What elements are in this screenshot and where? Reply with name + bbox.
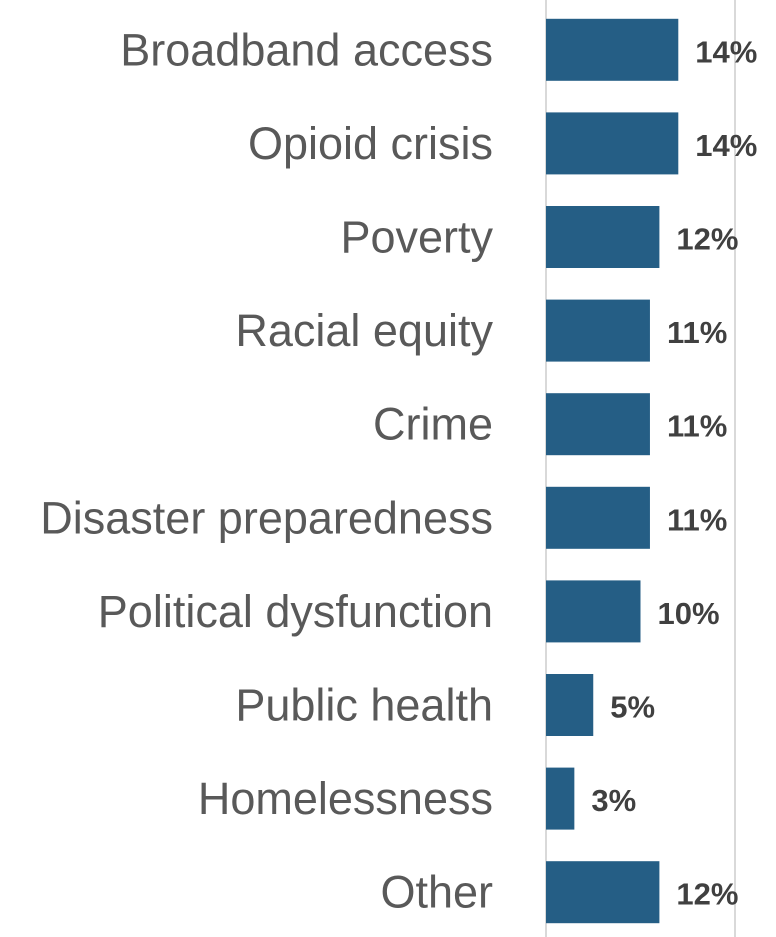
category-label: Homelessness — [198, 773, 493, 824]
category-label: Other — [380, 867, 493, 918]
bar — [546, 767, 575, 830]
value-label: 11% — [667, 502, 727, 537]
bar — [546, 580, 641, 643]
bar — [546, 393, 650, 456]
value-label: 11% — [667, 315, 727, 350]
category-label: Crime — [373, 399, 493, 450]
category-label: Political dysfunction — [98, 586, 493, 637]
bar — [546, 674, 594, 736]
value-labels: 14% 14% 12% 11% 11% 11% 10% 5% 3% 12% — [591, 34, 757, 911]
value-label: 12% — [676, 222, 738, 257]
category-label: Disaster preparedness — [40, 492, 493, 543]
bar — [546, 112, 679, 175]
category-label: Poverty — [340, 212, 493, 263]
bar — [546, 206, 660, 268]
category-labels: Broadband access Opioid crisis Poverty Raci… — [40, 24, 493, 917]
category-label: Racial equity — [235, 305, 493, 356]
value-label: 10% — [658, 596, 720, 631]
bar — [546, 486, 650, 549]
bar — [546, 18, 679, 81]
bar — [546, 861, 660, 924]
value-label: 3% — [591, 783, 636, 818]
category-label: Broadband access — [120, 24, 493, 75]
category-label: Opioid crisis — [248, 118, 493, 169]
value-label: 5% — [610, 690, 655, 725]
value-label: 14% — [695, 34, 757, 69]
bars — [546, 18, 679, 924]
value-label: 11% — [667, 409, 727, 444]
category-label: Public health — [235, 680, 493, 731]
bar — [546, 299, 650, 362]
value-label: 12% — [676, 877, 738, 912]
value-label: 14% — [695, 128, 757, 163]
